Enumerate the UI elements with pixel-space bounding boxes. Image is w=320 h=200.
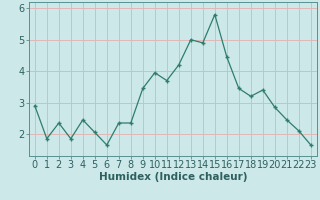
X-axis label: Humidex (Indice chaleur): Humidex (Indice chaleur) (99, 172, 247, 182)
